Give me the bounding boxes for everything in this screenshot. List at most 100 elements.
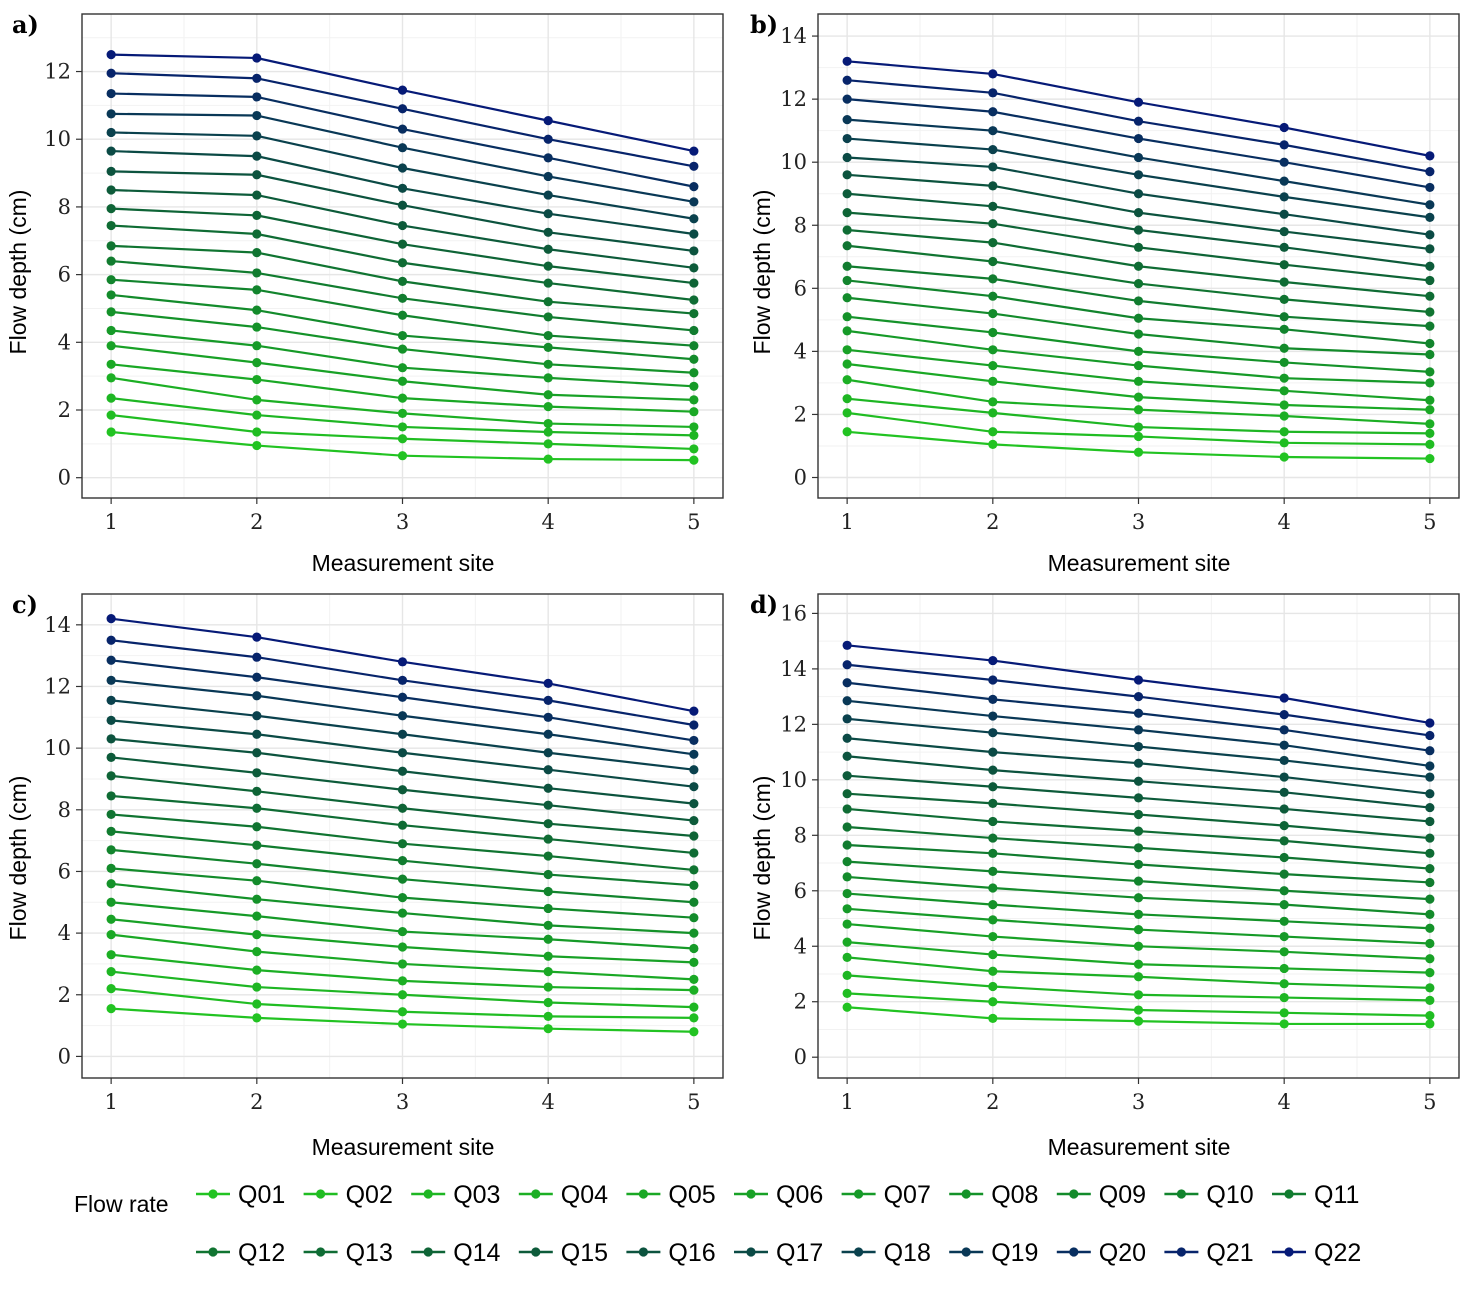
data-point-q02-c [543, 1011, 553, 1021]
y-tick-label-d: 6 [794, 879, 807, 903]
data-point-q13-d [1133, 826, 1144, 836]
data-point-q21-c [689, 720, 699, 730]
legend-key-point [1284, 1247, 1294, 1257]
data-point-q17-c [543, 765, 553, 775]
legend-item-q22: Q22 [1272, 1239, 1361, 1267]
data-point-q09-b [988, 308, 998, 319]
data-point-q01-a [106, 427, 116, 437]
data-point-q17-b [1133, 189, 1144, 199]
data-point-q18-b [1425, 212, 1435, 222]
data-point-q05-a [689, 407, 699, 417]
data-point-q08-a [689, 368, 699, 378]
data-point-q20-a [543, 153, 553, 163]
data-point-q14-a [397, 239, 408, 249]
data-point-q03-b [842, 394, 852, 404]
legend-item-q14: Q14 [411, 1239, 501, 1267]
y-axis-title-d: Flow depth (cm) [749, 776, 775, 941]
y-axis-title-b: Flow depth (cm) [749, 190, 775, 355]
y-tick-label-b: 10 [780, 150, 807, 174]
data-point-q16-d [842, 751, 852, 761]
data-point-q04-b [842, 375, 852, 385]
y-tick-label-b: 2 [794, 402, 807, 426]
data-point-q13-c [543, 834, 553, 844]
data-point-q07-b [988, 345, 998, 355]
y-tick-label-c: 2 [58, 983, 71, 1007]
data-point-q13-b [988, 237, 998, 248]
data-point-q03-c [252, 982, 262, 992]
data-point-q13-a [689, 295, 699, 305]
data-point-q21-c [397, 675, 408, 685]
data-point-q07-b [842, 326, 852, 336]
data-point-q10-d [842, 857, 852, 867]
x-axis-title-d: Measurement site [1048, 1134, 1231, 1160]
data-point-q17-c [397, 748, 408, 758]
data-point-q13-a [252, 229, 262, 239]
data-point-q20-d [1133, 708, 1144, 718]
data-point-q15-c [397, 785, 408, 795]
data-point-q04-b [1133, 405, 1144, 415]
panel-label-b: b) [750, 10, 778, 39]
data-point-q09-a [543, 342, 553, 352]
x-tick-label-a: 4 [541, 510, 554, 534]
data-point-q18-a [543, 190, 553, 200]
data-point-q03-a [543, 427, 553, 437]
data-point-q04-b [1425, 419, 1435, 429]
data-point-q01-d [1425, 1019, 1435, 1029]
data-point-q06-c [689, 957, 699, 967]
data-point-q09-c [543, 903, 553, 914]
x-tick-label-d: 5 [1423, 1090, 1436, 1114]
y-tick-label-a: 6 [58, 263, 71, 287]
data-point-q03-a [106, 393, 116, 403]
data-point-q04-a [106, 373, 116, 383]
legend-label-q16: Q16 [668, 1239, 715, 1267]
data-point-q01-b [842, 427, 852, 437]
data-point-q16-c [252, 748, 262, 758]
legend-key-point [316, 1247, 326, 1257]
data-point-q14-c [543, 819, 553, 829]
y-axis-title-c: Flow depth (cm) [5, 776, 31, 941]
data-point-q13-b [842, 225, 852, 235]
data-point-q10-a [252, 285, 262, 295]
legend-key-point [1069, 1247, 1079, 1257]
data-point-q21-b [1279, 140, 1289, 150]
data-point-q13-b [1279, 277, 1289, 287]
x-tick-label-b: 1 [840, 510, 853, 534]
x-tick-label-b: 3 [1132, 510, 1145, 534]
data-point-q04-d [988, 966, 998, 976]
legend-item-q19: Q19 [949, 1239, 1038, 1267]
data-point-q06-a [543, 390, 553, 400]
data-point-q03-a [252, 410, 262, 420]
data-point-q04-d [842, 952, 852, 962]
legend-key-point [531, 1189, 541, 1199]
x-tick-label-c: 3 [396, 1090, 409, 1114]
data-point-q03-c [689, 1002, 699, 1012]
data-point-q09-c [397, 893, 408, 903]
data-point-q06-a [689, 395, 699, 405]
data-point-q02-d [1279, 1008, 1289, 1018]
data-point-q05-d [1133, 959, 1144, 969]
data-point-q12-c [252, 822, 262, 832]
data-point-q22-a [106, 50, 116, 60]
data-point-q21-c [543, 695, 553, 705]
data-point-q05-d [842, 937, 852, 947]
legend-label-q05: Q05 [668, 1181, 715, 1209]
data-point-q10-c [397, 874, 408, 884]
data-point-q21-a [543, 134, 553, 144]
legend-label-q10: Q10 [1206, 1181, 1253, 1209]
y-tick-label-b: 12 [780, 87, 807, 111]
data-point-q13-b [1425, 291, 1435, 301]
legend-item-q20: Q20 [1056, 1239, 1146, 1267]
x-tick-label-b: 4 [1277, 510, 1290, 534]
data-point-q14-a [106, 204, 116, 214]
data-point-q22-d [988, 655, 998, 666]
data-point-q15-c [106, 752, 116, 762]
legend-label-q18: Q18 [884, 1239, 931, 1267]
data-point-q14-b [1425, 275, 1435, 286]
data-point-q22-b [1279, 122, 1289, 133]
legend-label-q20: Q20 [1099, 1239, 1146, 1267]
data-point-q08-d [988, 900, 998, 910]
data-point-q04-c [689, 985, 699, 995]
data-point-q04-a [252, 395, 262, 405]
